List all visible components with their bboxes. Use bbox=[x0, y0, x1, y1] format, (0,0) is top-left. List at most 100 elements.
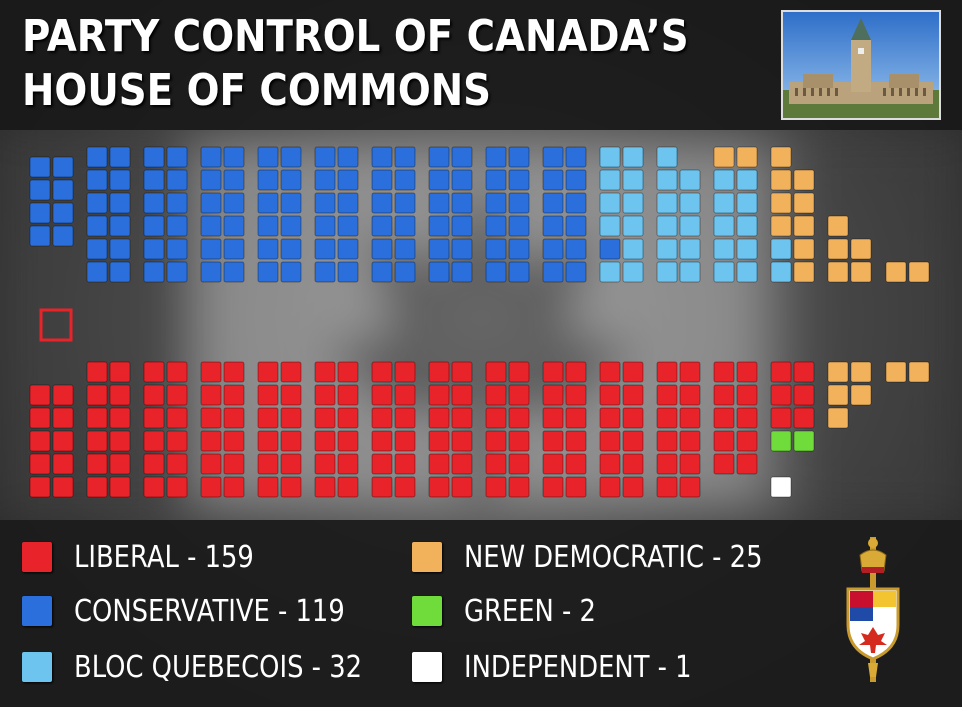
seat-liberal bbox=[428, 453, 450, 475]
seat-liberal bbox=[679, 430, 701, 452]
seat-conservative bbox=[337, 238, 359, 260]
seat-liberal bbox=[679, 453, 701, 475]
seat-new-democratic bbox=[827, 261, 849, 283]
seat-liberal bbox=[109, 430, 131, 452]
seat-conservative bbox=[223, 169, 245, 191]
seat-conservative bbox=[86, 146, 108, 168]
seat-liberal bbox=[713, 453, 735, 475]
seat-liberal bbox=[86, 407, 108, 429]
seat-bloc-quebecois bbox=[770, 238, 792, 260]
legend-swatch-conservative bbox=[22, 596, 52, 626]
seat-liberal bbox=[451, 361, 473, 383]
seat-liberal bbox=[143, 384, 165, 406]
seat-conservative bbox=[257, 192, 279, 214]
seat-liberal bbox=[736, 361, 758, 383]
seat-liberal bbox=[280, 453, 302, 475]
seat-bloc-quebecois bbox=[599, 261, 621, 283]
seat-conservative bbox=[565, 192, 587, 214]
seat-new-democratic bbox=[908, 361, 930, 383]
legend-label-green: GREEN - 2 bbox=[464, 593, 596, 629]
seat-liberal bbox=[622, 361, 644, 383]
seat-conservative bbox=[143, 146, 165, 168]
seat-liberal bbox=[485, 361, 507, 383]
seat-liberal bbox=[622, 453, 644, 475]
seat-conservative bbox=[29, 225, 51, 247]
seat-conservative bbox=[428, 169, 450, 191]
seat-bloc-quebecois bbox=[599, 192, 621, 214]
seat-liberal bbox=[542, 476, 564, 498]
seat-bloc-quebecois bbox=[622, 169, 644, 191]
seat-conservative bbox=[542, 261, 564, 283]
seat-liberal bbox=[314, 384, 336, 406]
seat-bloc-quebecois bbox=[713, 215, 735, 237]
seat-conservative bbox=[143, 261, 165, 283]
seat-conservative bbox=[394, 169, 416, 191]
seat-new-democratic bbox=[770, 192, 792, 214]
seat-conservative bbox=[257, 215, 279, 237]
seat-liberal bbox=[52, 407, 74, 429]
seat-liberal bbox=[508, 430, 530, 452]
seat-liberal bbox=[314, 430, 336, 452]
seat-conservative bbox=[52, 179, 74, 201]
seat-liberal bbox=[793, 407, 815, 429]
seat-bloc-quebecois bbox=[736, 192, 758, 214]
seat-bloc-quebecois bbox=[622, 238, 644, 260]
seat-liberal bbox=[166, 384, 188, 406]
seat-conservative bbox=[508, 261, 530, 283]
seat-conservative bbox=[200, 261, 222, 283]
seat-conservative bbox=[200, 192, 222, 214]
seat-conservative bbox=[86, 261, 108, 283]
seat-conservative bbox=[280, 238, 302, 260]
seat-conservative bbox=[257, 169, 279, 191]
seat-liberal bbox=[29, 407, 51, 429]
seat-conservative bbox=[166, 146, 188, 168]
seat-new-democratic bbox=[770, 146, 792, 168]
seat-liberal bbox=[371, 361, 393, 383]
seat-green bbox=[770, 430, 792, 452]
seat-conservative bbox=[337, 169, 359, 191]
seat-conservative bbox=[565, 146, 587, 168]
legend-label-independent: INDEPENDENT - 1 bbox=[464, 649, 692, 685]
seat-conservative bbox=[280, 215, 302, 237]
seat-liberal bbox=[656, 384, 678, 406]
seat-liberal bbox=[143, 476, 165, 498]
seat-liberal bbox=[314, 407, 336, 429]
seat-conservative bbox=[451, 192, 473, 214]
seat-conservative bbox=[485, 261, 507, 283]
seat-bloc-quebecois bbox=[622, 261, 644, 283]
seat-liberal bbox=[394, 361, 416, 383]
seat-bloc-quebecois bbox=[736, 169, 758, 191]
seat-conservative bbox=[257, 146, 279, 168]
seat-bloc-quebecois bbox=[622, 146, 644, 168]
seat-liberal bbox=[200, 361, 222, 383]
seat-liberal bbox=[656, 430, 678, 452]
seat-conservative bbox=[109, 146, 131, 168]
seat-liberal bbox=[200, 453, 222, 475]
seat-liberal bbox=[29, 476, 51, 498]
seat-conservative bbox=[143, 169, 165, 191]
seat-liberal bbox=[508, 407, 530, 429]
seat-new-democratic bbox=[827, 215, 849, 237]
seat-liberal bbox=[52, 476, 74, 498]
seat-liberal bbox=[280, 430, 302, 452]
seat-conservative bbox=[52, 156, 74, 178]
seat-liberal bbox=[451, 430, 473, 452]
seat-liberal bbox=[428, 384, 450, 406]
seat-liberal bbox=[542, 453, 564, 475]
seat-conservative bbox=[280, 192, 302, 214]
seat-conservative bbox=[280, 261, 302, 283]
seat-conservative bbox=[542, 146, 564, 168]
seat-liberal bbox=[485, 430, 507, 452]
seat-liberal bbox=[656, 407, 678, 429]
legend-item-green: GREEN - 2 bbox=[412, 593, 617, 629]
legend-swatch-independent bbox=[412, 652, 442, 682]
seat-conservative bbox=[314, 215, 336, 237]
seat-conservative bbox=[109, 261, 131, 283]
seat-liberal bbox=[736, 384, 758, 406]
seat-conservative bbox=[143, 215, 165, 237]
seat-liberal bbox=[223, 384, 245, 406]
seat-liberal bbox=[599, 476, 621, 498]
seat-liberal bbox=[451, 407, 473, 429]
legend: LIBERAL - 159 CONSERVATIVE - 119 BLOC QU… bbox=[0, 520, 962, 707]
